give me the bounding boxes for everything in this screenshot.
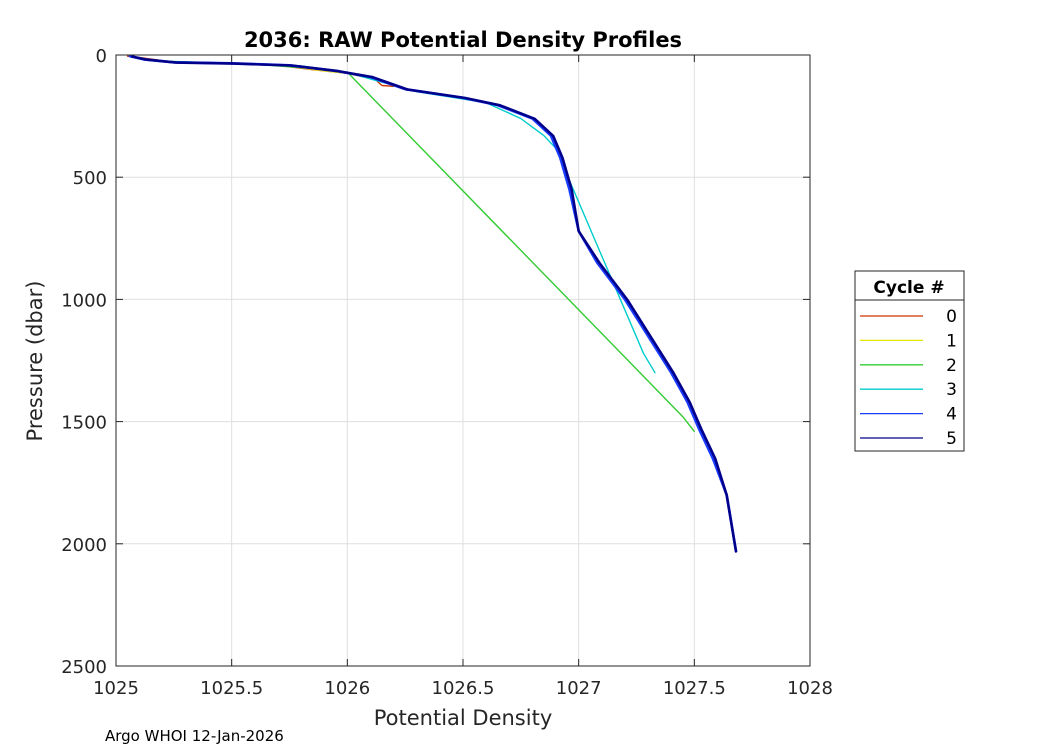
legend-label-cycle-0: 0 (946, 307, 957, 327)
legend-label-cycle-5: 5 (946, 429, 957, 449)
y-tick-label: 1500 (61, 413, 107, 434)
legend: Cycle # 0 1 2 3 4 5 (854, 270, 965, 452)
legend-label-cycle-4: 4 (946, 405, 957, 425)
y-tick-label: 1000 (61, 290, 107, 311)
legend-title: Cycle # (873, 278, 944, 298)
legend-box (854, 270, 965, 452)
legend-label-cycle-1: 1 (946, 331, 957, 351)
axis-ticks: 1025 1025.5 1026 1026.5 1027 1027.5 1028 0 500 10… (61, 46, 833, 699)
x-tick-label: 1026.5 (432, 678, 495, 699)
y-axis-label: Pressure (dbar) (23, 281, 47, 442)
x-tick-label: 1028 (787, 678, 833, 699)
chart-title: 2036: RAW Potential Density Profiles (244, 28, 682, 52)
y-tick-label: 2000 (61, 535, 107, 556)
x-axis-label: Potential Density (374, 706, 553, 730)
series-line-cycle-5 (130, 55, 738, 553)
x-tick-label: 1027.5 (663, 678, 726, 699)
legend-label-cycle-3: 3 (946, 380, 957, 400)
x-tick-label: 1026 (324, 678, 370, 699)
y-tick-label: 0 (96, 46, 107, 67)
y-tick-label: 2500 (61, 657, 107, 678)
x-tick-label: 1025 (93, 678, 139, 699)
legend-entries: 0 1 2 3 4 5 (860, 307, 957, 449)
footer-credit: Argo WHOI 12-Jan-2026 (105, 727, 284, 745)
legend-label-cycle-2: 2 (946, 356, 957, 376)
y-tick-label: 500 (73, 168, 107, 189)
series-layer (126, 54, 738, 553)
x-tick-label: 1025.5 (200, 678, 263, 699)
x-tick-label: 1027 (556, 678, 602, 699)
